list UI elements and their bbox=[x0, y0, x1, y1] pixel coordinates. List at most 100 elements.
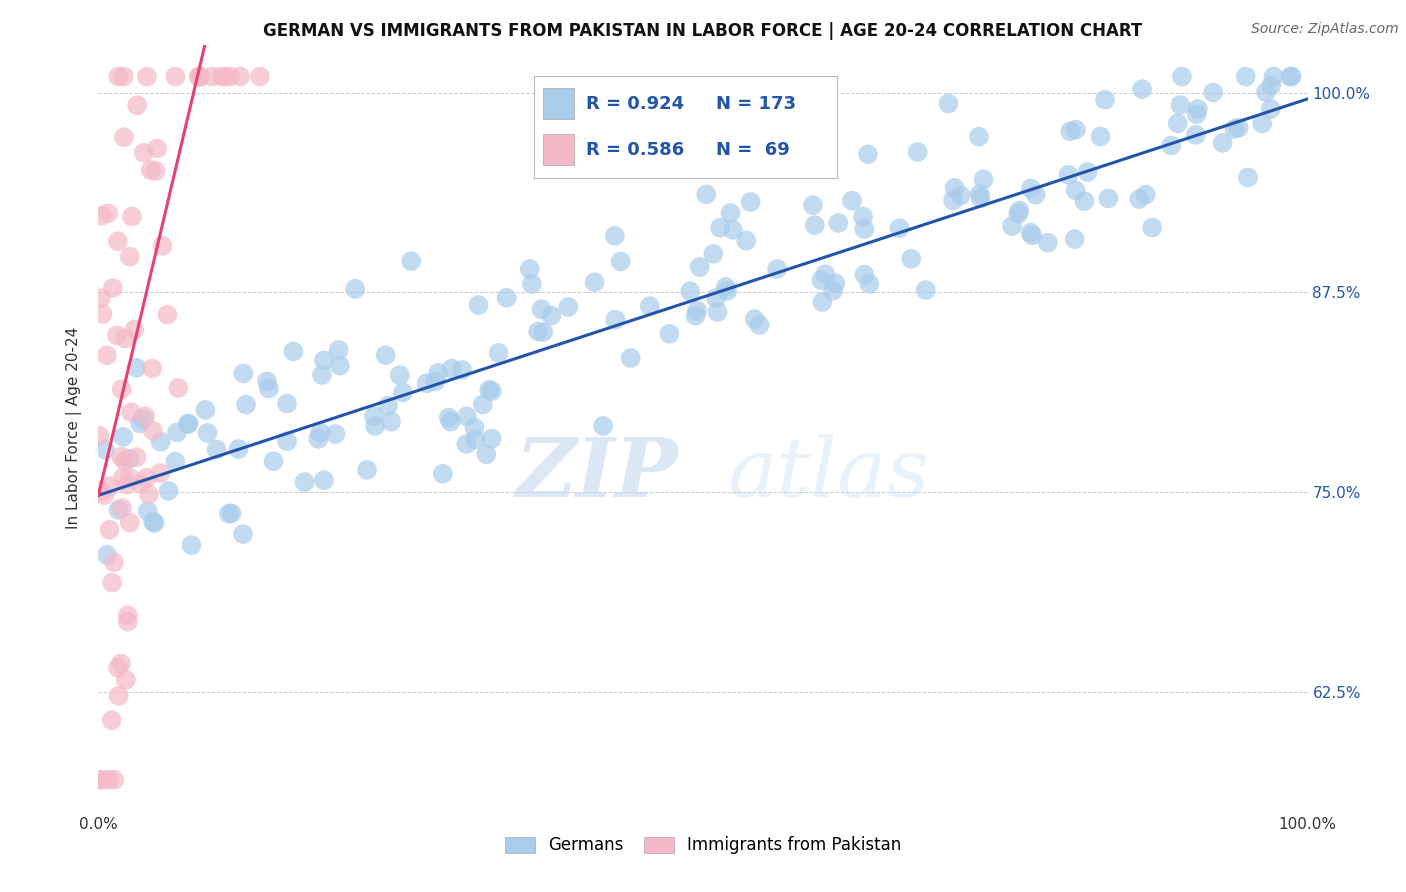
Point bbox=[97, 772, 120, 787]
Point bbox=[363, 409, 385, 424]
Point bbox=[714, 280, 737, 294]
Point bbox=[1064, 122, 1087, 136]
Point bbox=[90, 484, 112, 499]
Point bbox=[1090, 129, 1112, 144]
Point bbox=[456, 409, 478, 424]
Point bbox=[1073, 194, 1095, 209]
Point bbox=[94, 442, 117, 457]
Point bbox=[257, 382, 280, 396]
Point bbox=[232, 527, 254, 541]
Point bbox=[1059, 124, 1081, 138]
Point bbox=[112, 430, 135, 444]
Point bbox=[456, 437, 478, 451]
Point bbox=[735, 234, 758, 248]
Point bbox=[125, 360, 148, 375]
Point bbox=[1140, 220, 1163, 235]
Point bbox=[432, 467, 454, 481]
Point bbox=[686, 303, 709, 318]
Y-axis label: In Labor Force | Age 20-24: In Labor Force | Age 20-24 bbox=[66, 327, 83, 529]
Point bbox=[136, 70, 159, 84]
Point bbox=[235, 398, 257, 412]
Point bbox=[1187, 102, 1209, 116]
Point bbox=[440, 361, 463, 376]
Point bbox=[256, 375, 278, 389]
Point bbox=[111, 500, 134, 515]
Point bbox=[415, 376, 437, 391]
Point bbox=[1185, 128, 1208, 142]
Point bbox=[205, 442, 228, 457]
Text: Source: ZipAtlas.com: Source: ZipAtlas.com bbox=[1251, 22, 1399, 37]
Point bbox=[156, 308, 179, 322]
Point bbox=[112, 130, 135, 145]
Point bbox=[89, 429, 111, 443]
Point bbox=[103, 555, 125, 569]
Point bbox=[115, 673, 138, 687]
Point bbox=[519, 262, 541, 277]
Point bbox=[603, 228, 626, 243]
Point bbox=[129, 417, 152, 431]
Point bbox=[115, 477, 138, 491]
Point bbox=[141, 361, 163, 376]
Point bbox=[228, 442, 250, 456]
Point bbox=[197, 425, 219, 440]
Point bbox=[114, 332, 136, 346]
Point bbox=[107, 503, 129, 517]
Point bbox=[1130, 82, 1153, 96]
Point bbox=[132, 412, 155, 426]
Point bbox=[1063, 232, 1085, 246]
Point bbox=[1064, 183, 1087, 197]
Point bbox=[167, 381, 190, 395]
Point bbox=[1234, 70, 1257, 84]
Point bbox=[900, 252, 922, 266]
Point bbox=[658, 326, 681, 341]
Point bbox=[312, 473, 335, 487]
Point bbox=[152, 239, 174, 253]
Point bbox=[325, 427, 347, 442]
Point bbox=[1260, 78, 1282, 93]
Point bbox=[188, 70, 211, 84]
Point bbox=[143, 516, 166, 530]
Point bbox=[97, 206, 120, 220]
Point bbox=[120, 405, 142, 419]
Point bbox=[720, 206, 742, 220]
Point bbox=[96, 348, 118, 362]
Point bbox=[1223, 122, 1246, 136]
Point bbox=[374, 348, 396, 362]
Point bbox=[841, 194, 863, 208]
Point bbox=[388, 368, 411, 383]
Point bbox=[427, 366, 450, 380]
Point bbox=[557, 300, 579, 314]
Point bbox=[540, 309, 562, 323]
Point bbox=[471, 397, 494, 411]
Point bbox=[232, 367, 254, 381]
Point bbox=[107, 689, 129, 703]
Point bbox=[1227, 120, 1250, 135]
Point bbox=[527, 325, 550, 339]
Point bbox=[1171, 70, 1194, 84]
Point bbox=[112, 70, 135, 84]
Point bbox=[488, 346, 510, 360]
Point bbox=[177, 417, 200, 431]
Point bbox=[520, 277, 543, 291]
Point bbox=[218, 507, 240, 521]
Point bbox=[294, 475, 316, 490]
Point bbox=[125, 450, 148, 465]
Point bbox=[1036, 235, 1059, 250]
Point bbox=[824, 277, 846, 291]
Point bbox=[451, 363, 474, 377]
Point bbox=[309, 425, 332, 440]
Point bbox=[744, 312, 766, 326]
Point bbox=[157, 483, 180, 498]
Point bbox=[1008, 203, 1031, 218]
Point bbox=[328, 343, 350, 357]
Point bbox=[801, 198, 824, 212]
Point bbox=[149, 466, 172, 480]
Point bbox=[609, 254, 631, 268]
Point bbox=[592, 418, 614, 433]
Point bbox=[811, 295, 834, 310]
Point bbox=[111, 382, 134, 396]
Point bbox=[856, 147, 879, 161]
Point bbox=[201, 70, 224, 84]
Point bbox=[209, 70, 232, 84]
Point bbox=[1057, 168, 1080, 182]
